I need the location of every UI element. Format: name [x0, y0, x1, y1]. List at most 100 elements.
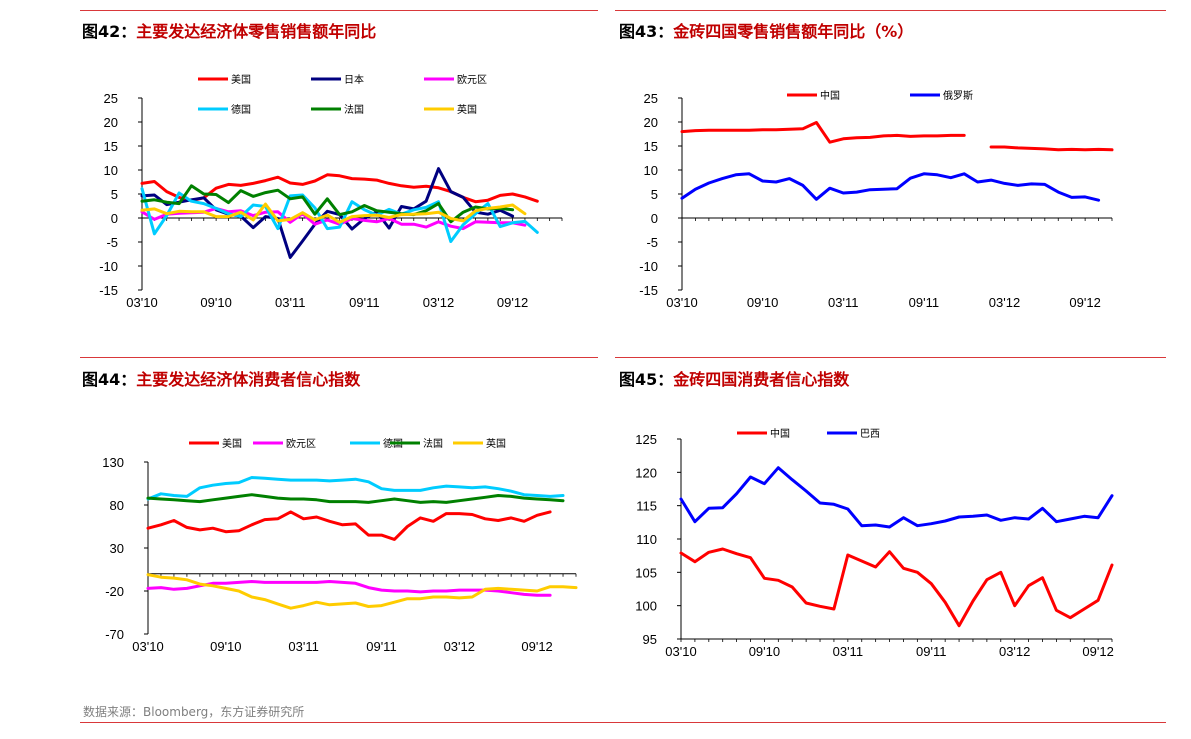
legend-label: 法国 — [423, 437, 443, 450]
panel-title: 图45：金砖四国消费者信心指数 — [619, 366, 849, 390]
figure-title: 金砖四国零售销售额年同比（%） — [673, 22, 914, 41]
y-tick-label: 20 — [104, 115, 118, 130]
legend-label: 法国 — [344, 103, 364, 116]
series-line — [140, 202, 527, 224]
y-tick-label: 30 — [110, 541, 124, 556]
legend-label: 英国 — [457, 103, 477, 116]
y-tick-label: -20 — [105, 584, 124, 599]
series-line — [146, 476, 565, 501]
y-tick-label: 95 — [643, 632, 657, 647]
x-tick-label: 09'12 — [1082, 644, 1113, 659]
figure-title: 主要发达经济体零售销售额年同比 — [136, 22, 377, 41]
x-tick-label: 03'12 — [444, 639, 475, 654]
y-tick-label: 25 — [644, 91, 658, 106]
y-tick-label: 20 — [644, 115, 658, 130]
x-tick-label: 03'12 — [423, 295, 454, 310]
legend-label: 日本 — [344, 73, 364, 86]
source-note: 数据来源：Bloomberg，东方证券研究所 — [83, 705, 305, 719]
series-line — [679, 466, 1114, 529]
y-tick-label: 125 — [635, 432, 657, 447]
series-line — [679, 547, 1114, 628]
footer-divider — [80, 722, 1166, 723]
y-tick-label: 110 — [636, 532, 657, 547]
x-tick-label: 09'10 — [747, 295, 778, 310]
panel-title: 图44：主要发达经济体消费者信心指数 — [82, 366, 360, 390]
y-tick-label: 15 — [644, 139, 658, 154]
y-tick-label: -15 — [639, 283, 658, 298]
x-tick-label: 09'11 — [916, 644, 946, 659]
y-tick-label: 105 — [635, 565, 657, 580]
x-tick-label: 09'11 — [366, 639, 396, 654]
panel-title: 图42：主要发达经济体零售销售额年同比 — [82, 18, 376, 42]
y-tick-label: 100 — [635, 599, 657, 614]
panel-divider — [615, 10, 1166, 11]
x-tick-label: 03'12 — [989, 295, 1020, 310]
x-tick-label: 09'10 — [200, 295, 231, 310]
y-tick-label: 120 — [635, 465, 657, 480]
x-tick-label: 09'11 — [349, 295, 379, 310]
x-tick-label: 09'11 — [909, 295, 939, 310]
figure-number: 图44： — [82, 370, 137, 389]
legend-label: 中国 — [820, 89, 840, 102]
x-tick-label: 03'10 — [132, 639, 163, 654]
y-tick-label: -10 — [99, 259, 118, 274]
x-tick-label: 03'10 — [126, 295, 157, 310]
panel-title: 图43：金砖四国零售销售额年同比（%） — [619, 18, 913, 42]
y-tick-label: -5 — [646, 235, 658, 250]
figure-title: 主要发达经济体消费者信心指数 — [136, 370, 361, 389]
y-tick-label: -15 — [99, 283, 118, 298]
series-line — [140, 167, 515, 259]
panel-divider — [80, 357, 598, 358]
panel-divider — [615, 357, 1166, 358]
y-tick-label: 5 — [111, 187, 118, 202]
y-tick-label: 80 — [110, 498, 124, 513]
y-tick-label: 0 — [651, 211, 658, 226]
legend-label: 德国 — [231, 103, 251, 116]
x-tick-label: 09'12 — [1069, 295, 1100, 310]
y-tick-label: 130 — [102, 455, 124, 470]
x-tick-label: 03'10 — [665, 644, 696, 659]
series-line — [146, 573, 578, 610]
x-tick-label: 03'10 — [666, 295, 697, 310]
figure-number: 图45： — [619, 370, 674, 389]
series-line — [140, 187, 539, 243]
series-line — [680, 172, 1101, 202]
legend-label: 美国 — [231, 73, 251, 86]
figure-number: 图42： — [82, 22, 137, 41]
series-line — [680, 121, 1114, 152]
legend-label: 欧元区 — [457, 74, 487, 86]
series-line — [146, 510, 552, 541]
x-tick-label: 03'11 — [833, 644, 863, 659]
series-line — [140, 184, 515, 224]
y-tick-label: 10 — [104, 163, 118, 178]
legend-label: 英国 — [486, 437, 506, 450]
y-tick-label: -5 — [106, 235, 118, 250]
x-tick-label: 03'12 — [999, 644, 1030, 659]
legend-label: 巴西 — [860, 428, 880, 440]
x-tick-label: 09'10 — [210, 639, 241, 654]
y-tick-label: -70 — [105, 627, 124, 642]
y-tick-label: 0 — [111, 211, 118, 226]
x-tick-label: 09'12 — [521, 639, 552, 654]
figure-number: 图43： — [619, 22, 674, 41]
series-line — [146, 493, 565, 504]
x-tick-label: 09'10 — [749, 644, 780, 659]
y-tick-label: 15 — [104, 139, 118, 154]
panel-divider — [80, 10, 598, 11]
x-tick-label: 03'11 — [275, 295, 305, 310]
x-tick-label: 09'12 — [497, 295, 528, 310]
y-tick-label: 10 — [644, 163, 658, 178]
x-tick-label: 03'11 — [828, 295, 858, 310]
legend-label: 中国 — [770, 427, 790, 440]
y-tick-label: 115 — [636, 499, 657, 514]
legend-label: 美国 — [222, 437, 242, 450]
legend-label: 俄罗斯 — [943, 89, 973, 102]
legend-label: 欧元区 — [286, 438, 316, 450]
y-tick-label: 5 — [651, 187, 658, 202]
y-tick-label: -10 — [639, 259, 658, 274]
x-tick-label: 03'11 — [288, 639, 318, 654]
